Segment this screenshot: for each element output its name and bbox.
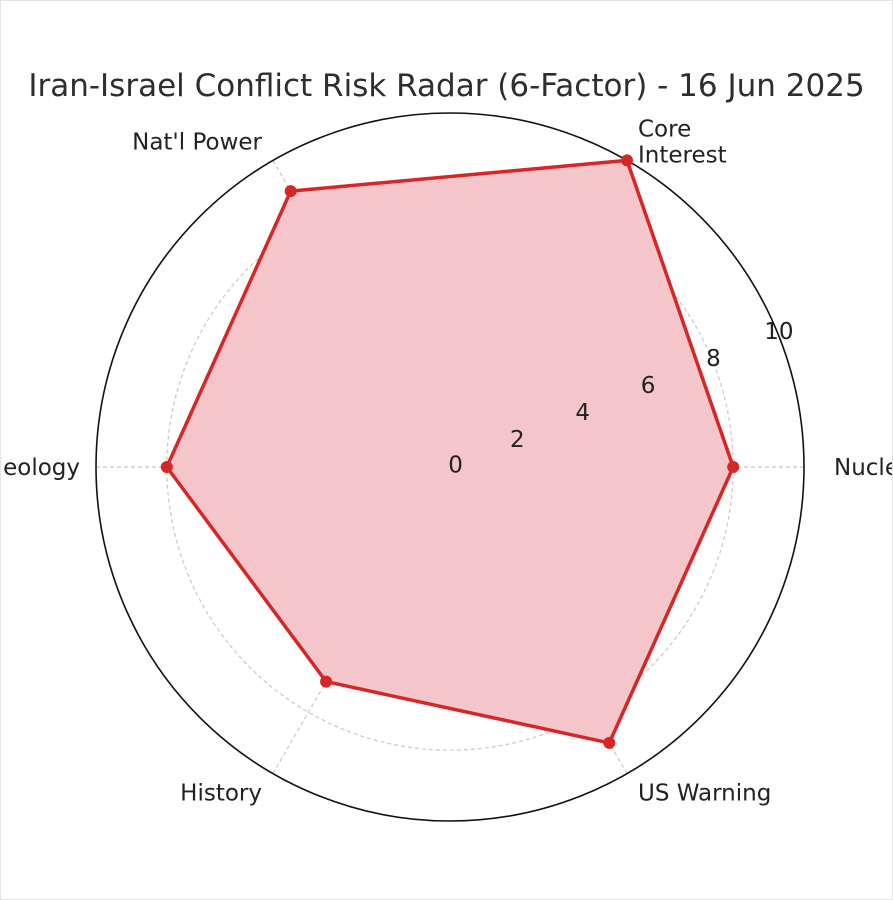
category-label-1: Core Interest [638,116,727,168]
category-label-5: US Warning [638,781,771,807]
r-tick-label-6: 6 [641,373,656,399]
r-tick-label-4: 4 [575,400,590,426]
chart-title: Iran-Israel Conflict Risk Radar (6-Facto… [28,68,865,104]
data-point-0 [727,461,740,473]
r-tick-label-2: 2 [510,427,525,453]
category-label-0: Nuclear [834,455,893,481]
outer-ring [95,112,805,822]
r-tick-label-10: 10 [764,319,793,345]
data-point-1 [621,154,633,167]
data-point-4 [320,675,333,688]
r-tick-label-0: 0 [448,453,463,479]
category-label-3: Ideology [0,455,80,481]
data-point-5 [603,736,616,749]
series-area-0 [165,158,735,745]
category-label-4: History [180,781,262,807]
r-tick-label-8: 8 [706,346,721,372]
data-point-3 [160,461,173,473]
category-label-2: Nat'l Power [132,129,262,155]
data-point-2 [284,185,297,198]
